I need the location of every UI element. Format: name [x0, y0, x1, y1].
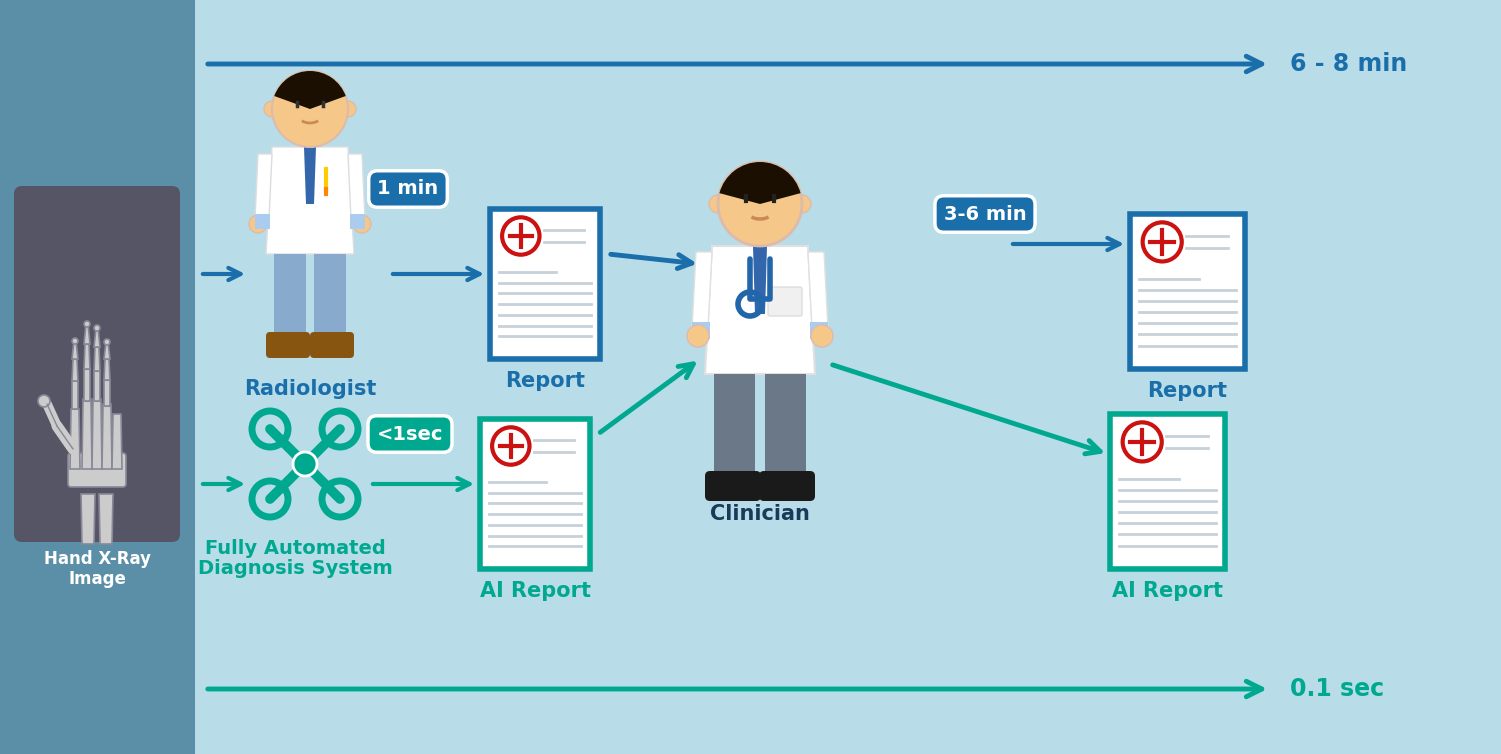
- Text: 3-6 min: 3-6 min: [944, 204, 1027, 223]
- Polygon shape: [808, 252, 829, 329]
- Text: Report: Report: [504, 371, 585, 391]
- FancyBboxPatch shape: [311, 332, 354, 358]
- Polygon shape: [102, 404, 113, 469]
- Circle shape: [353, 215, 371, 233]
- Wedge shape: [275, 71, 345, 109]
- Polygon shape: [71, 409, 80, 469]
- Polygon shape: [692, 252, 711, 329]
- Polygon shape: [275, 254, 306, 339]
- Circle shape: [492, 428, 530, 464]
- Circle shape: [717, 162, 802, 246]
- Polygon shape: [84, 369, 90, 401]
- Text: Clinician: Clinician: [710, 504, 811, 524]
- Circle shape: [793, 195, 811, 213]
- Text: AI Report: AI Report: [479, 581, 590, 601]
- Polygon shape: [104, 380, 110, 406]
- Text: AI Report: AI Report: [1112, 581, 1223, 601]
- Text: 6 - 8 min: 6 - 8 min: [1289, 52, 1408, 76]
- Polygon shape: [348, 154, 365, 219]
- Wedge shape: [719, 162, 800, 204]
- Polygon shape: [811, 322, 829, 339]
- Polygon shape: [104, 359, 110, 380]
- Text: 1 min: 1 min: [377, 179, 438, 198]
- Polygon shape: [314, 254, 347, 339]
- Circle shape: [38, 395, 50, 407]
- Polygon shape: [81, 494, 95, 544]
- Text: Diagnosis System: Diagnosis System: [198, 559, 392, 578]
- Polygon shape: [714, 374, 755, 479]
- Circle shape: [104, 339, 110, 345]
- Polygon shape: [692, 322, 710, 339]
- Text: <1sec: <1sec: [377, 425, 443, 443]
- FancyBboxPatch shape: [705, 471, 761, 501]
- Circle shape: [272, 71, 348, 147]
- Polygon shape: [255, 154, 272, 219]
- Text: Image: Image: [68, 570, 126, 588]
- Circle shape: [687, 325, 708, 347]
- Polygon shape: [84, 324, 90, 344]
- Polygon shape: [72, 341, 78, 359]
- Polygon shape: [95, 347, 101, 371]
- FancyBboxPatch shape: [769, 287, 802, 316]
- Text: Radiologist: Radiologist: [243, 379, 377, 399]
- Polygon shape: [266, 147, 354, 254]
- Polygon shape: [92, 399, 102, 469]
- Text: Hand X-Ray: Hand X-Ray: [44, 550, 150, 568]
- FancyBboxPatch shape: [480, 419, 590, 569]
- Circle shape: [95, 325, 101, 331]
- Circle shape: [264, 101, 281, 117]
- Polygon shape: [95, 328, 101, 347]
- Polygon shape: [195, 0, 1501, 754]
- Polygon shape: [750, 234, 769, 246]
- Polygon shape: [305, 147, 317, 204]
- Polygon shape: [83, 399, 92, 469]
- Polygon shape: [754, 246, 767, 314]
- Circle shape: [72, 338, 78, 344]
- FancyBboxPatch shape: [14, 186, 180, 542]
- Circle shape: [84, 321, 90, 327]
- FancyBboxPatch shape: [68, 453, 126, 487]
- Circle shape: [249, 215, 267, 233]
- Polygon shape: [705, 246, 815, 374]
- Polygon shape: [350, 214, 365, 229]
- Circle shape: [503, 217, 539, 255]
- FancyBboxPatch shape: [760, 471, 815, 501]
- Circle shape: [811, 325, 833, 347]
- Polygon shape: [95, 371, 101, 401]
- Polygon shape: [302, 136, 318, 147]
- Circle shape: [708, 195, 726, 213]
- Polygon shape: [766, 374, 806, 479]
- Polygon shape: [72, 381, 78, 409]
- Circle shape: [341, 101, 356, 117]
- Text: Fully Automated: Fully Automated: [204, 540, 386, 559]
- Polygon shape: [113, 414, 122, 469]
- Text: 0.1 sec: 0.1 sec: [1289, 677, 1384, 701]
- FancyBboxPatch shape: [1130, 214, 1244, 369]
- Polygon shape: [99, 494, 113, 544]
- Polygon shape: [104, 342, 110, 359]
- Polygon shape: [84, 344, 90, 369]
- Polygon shape: [72, 359, 78, 381]
- FancyBboxPatch shape: [489, 209, 600, 359]
- Polygon shape: [255, 214, 270, 229]
- Circle shape: [1123, 422, 1162, 461]
- Text: Report: Report: [1147, 381, 1228, 401]
- Polygon shape: [0, 0, 195, 754]
- FancyBboxPatch shape: [1111, 414, 1225, 569]
- Circle shape: [1142, 222, 1181, 262]
- Circle shape: [293, 452, 317, 476]
- FancyBboxPatch shape: [266, 332, 311, 358]
